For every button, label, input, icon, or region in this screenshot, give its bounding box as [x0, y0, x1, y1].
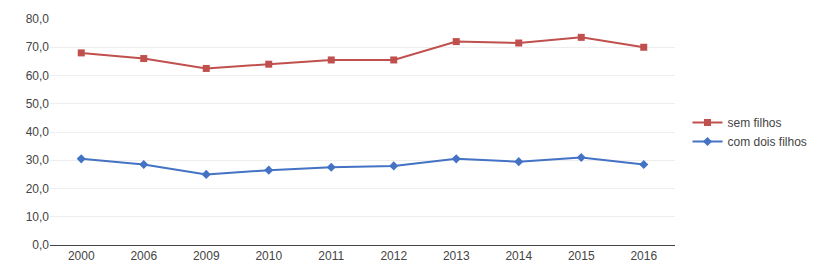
svg-text:2014: 2014 — [505, 249, 532, 263]
svg-text:20,0: 20,0 — [26, 182, 50, 196]
svg-text:50,0: 50,0 — [26, 97, 50, 111]
svg-text:2011: 2011 — [318, 249, 344, 263]
svg-text:70,0: 70,0 — [26, 40, 50, 54]
svg-text:40,0: 40,0 — [26, 125, 50, 139]
svg-text:2010: 2010 — [255, 249, 282, 263]
svg-text:2012: 2012 — [380, 249, 407, 263]
svg-text:2013: 2013 — [443, 249, 470, 263]
svg-text:sem filhos: sem filhos — [728, 116, 782, 130]
svg-text:2016: 2016 — [630, 249, 657, 263]
svg-text:0,0: 0,0 — [32, 238, 49, 252]
svg-text:30,0: 30,0 — [26, 153, 50, 167]
svg-text:60,0: 60,0 — [26, 69, 50, 83]
svg-text:2009: 2009 — [193, 249, 220, 263]
svg-text:2015: 2015 — [568, 249, 595, 263]
svg-text:com dois filhos: com dois filhos — [728, 135, 807, 149]
svg-text:2006: 2006 — [130, 249, 157, 263]
svg-text:80,0: 80,0 — [26, 12, 50, 26]
svg-text:2000: 2000 — [68, 249, 95, 263]
svg-text:10,0: 10,0 — [26, 210, 50, 224]
